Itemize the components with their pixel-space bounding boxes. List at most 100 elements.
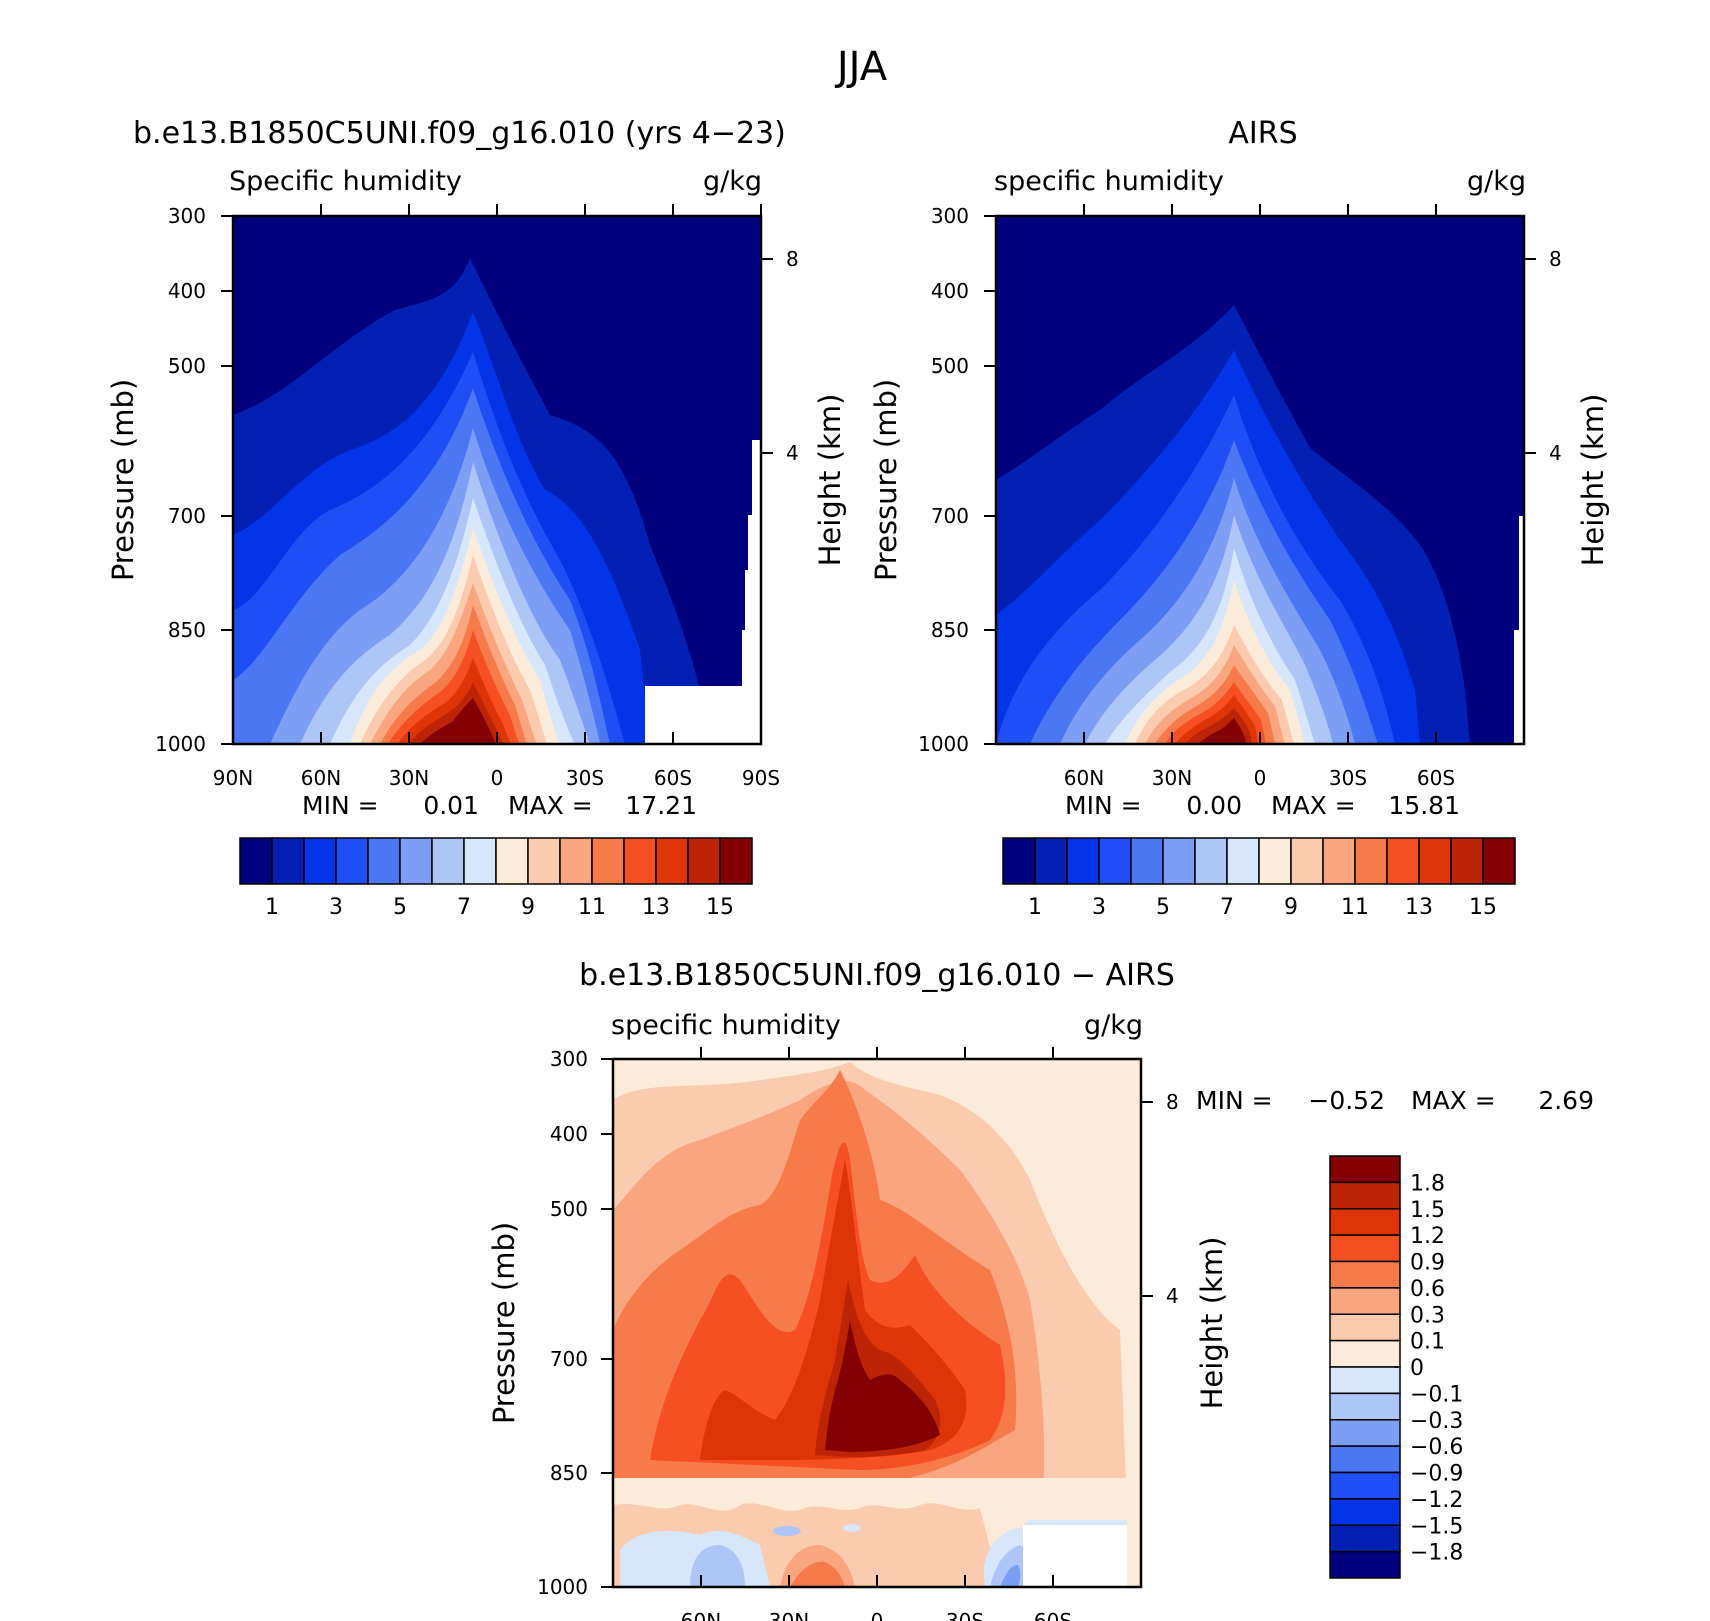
panel-diff-y2label: Height (km): [1195, 1237, 1229, 1410]
panel-model-colorbar-label: 1: [265, 895, 279, 920]
panel-model-min-value: 0.01: [423, 791, 479, 820]
panel-obs-min-value: 0.00: [1186, 791, 1242, 820]
panel-obs-units: g/kg: [1467, 166, 1526, 197]
panel-model-colorbar-box: [271, 837, 305, 885]
panel-diff-ytick-700: 700: [550, 1347, 588, 1371]
panel-model-colorbar-box: [591, 837, 625, 885]
panel-model-xtick-30N: 30N: [389, 766, 429, 790]
panel-obs-max-label: MAX =: [1271, 791, 1356, 820]
panel-obs-y2tick-4: 4: [1549, 441, 1562, 465]
panel-diff-y2tick-8: 8: [1166, 1090, 1179, 1114]
panel-obs-colorbar-label: 13: [1405, 895, 1433, 920]
panel-diff-colorbar-box: [1329, 1208, 1401, 1236]
panel-obs-ytick-500: 500: [931, 354, 969, 378]
panel-obs-colorbar-box: [1258, 837, 1292, 885]
panel-model-colorbar-box: [239, 837, 273, 885]
panel-diff: b.e13.B1850C5UNI.f09_g16.010 − AIRS spec…: [487, 958, 1594, 1621]
panel-diff-colorbar-label: −1.5: [1410, 1514, 1463, 1539]
panel-model-colorbar-box: [623, 837, 657, 885]
panel-obs-colorbar-box: [1418, 837, 1452, 885]
panel-diff-ytick-850: 850: [550, 1461, 588, 1485]
panel-obs: AIRS specific humidity g/kg: [869, 116, 1610, 920]
figure-title: JJA: [834, 44, 888, 90]
panel-diff-xtick-0: 0: [871, 1609, 884, 1621]
panel-model-y2tick-4: 4: [786, 441, 799, 465]
panel-obs-colorbar-label: 1: [1028, 895, 1042, 920]
panel-model-xtick-90N: 90N: [213, 766, 253, 790]
panel-obs-colorbar-box: [1226, 837, 1260, 885]
panel-obs-colorbar-label: 7: [1220, 895, 1234, 920]
panel-model-colorbar-label: 5: [393, 895, 407, 920]
panel-diff-ytick-1000: 1000: [537, 1575, 588, 1599]
panel-diff-colorbar-label: 0.1: [1410, 1330, 1445, 1355]
panel-diff-xtick-60N: 60N: [681, 1609, 721, 1621]
panel-diff-colorbar-box: [1329, 1498, 1401, 1526]
panel-diff-colorbar-box: [1329, 1366, 1401, 1395]
panel-diff-title: b.e13.B1850C5UNI.f09_g16.010 − AIRS: [579, 958, 1175, 993]
panel-model-colorbar-box: [559, 837, 593, 885]
panel-diff-y2tick-4: 4: [1166, 1284, 1179, 1308]
panel-model-ytick-850: 850: [168, 618, 206, 642]
panel-obs-y2tick-8: 8: [1549, 247, 1562, 271]
panel-diff-colorbar-box: [1329, 1260, 1401, 1289]
panel-diff-max-value: 2.69: [1538, 1086, 1594, 1115]
panel-obs-ytick-850: 850: [931, 618, 969, 642]
panel-diff-ytick-400: 400: [550, 1122, 588, 1146]
panel-diff-colorbar-label: −1.8: [1410, 1541, 1463, 1566]
panel-obs-ytick-700: 700: [931, 504, 969, 528]
panel-obs-colorbar-label: 9: [1284, 895, 1298, 920]
panel-model-ytick-1000: 1000: [155, 732, 206, 756]
panel-diff-colorbar-label: 0.3: [1410, 1303, 1445, 1328]
panel-obs-colorbar-box: [1098, 837, 1132, 885]
panel-diff-xtick-30N: 30N: [769, 1609, 809, 1621]
panel-diff-colorbar-label: 1.5: [1410, 1198, 1445, 1223]
panel-model-colorbar-label: 15: [706, 895, 734, 920]
panel-model-ytick-700: 700: [168, 504, 206, 528]
panel-diff-colorbar-box: [1329, 1419, 1401, 1447]
panel-obs-variable: specific humidity: [994, 166, 1224, 197]
panel-obs-colorbar-box: [1130, 837, 1164, 885]
panel-model-colorbar-box: [463, 837, 497, 885]
panel-obs-colorbar-label: 11: [1341, 895, 1369, 920]
panel-obs-colorbar: [1002, 837, 1516, 885]
panel-diff-colorbar-box: [1329, 1445, 1401, 1474]
panel-obs-colorbar-box: [1386, 837, 1420, 885]
panel-diff-colorbar-label: −0.3: [1410, 1409, 1463, 1434]
panel-model-ytick-400: 400: [168, 279, 206, 303]
panel-obs-field: [996, 216, 1524, 744]
panel-obs-colorbar-box: [1066, 837, 1100, 885]
panel-diff-colorbar-box: [1329, 1392, 1401, 1421]
panel-diff-colorbar-label: −0.9: [1410, 1462, 1463, 1487]
panel-model-colorbar-box: [719, 837, 753, 885]
panel-diff-colorbar-label: 1.2: [1410, 1224, 1445, 1249]
panel-obs-title: AIRS: [1228, 116, 1297, 151]
panel-model-colorbar-box: [399, 837, 433, 885]
panel-diff-colorbar-label: 1.8: [1410, 1171, 1445, 1196]
panel-model-max-label: MAX =: [508, 791, 593, 820]
panel-model-colorbar-box: [495, 837, 529, 885]
panel-obs-ytick-300: 300: [931, 204, 969, 228]
panel-diff-max-label: MAX =: [1411, 1086, 1496, 1115]
panel-model-xtick-60N: 60N: [301, 766, 341, 790]
panel-model-ytick-300: 300: [168, 204, 206, 228]
panel-diff-colorbar-label: −1.2: [1410, 1488, 1463, 1513]
panel-diff-colorbar-box: [1329, 1234, 1401, 1263]
panel-obs-xtick-30N: 30N: [1152, 766, 1192, 790]
panel-obs-colorbar-label: 5: [1156, 895, 1170, 920]
panel-diff-colorbar: [1329, 1155, 1401, 1579]
panel-diff-ytick-300: 300: [550, 1047, 588, 1071]
panel-model: b.e13.B1850C5UNI.f09_g16.010 (yrs 4−23) …: [106, 116, 847, 920]
panel-diff-xtick-60S: 60S: [1034, 1609, 1072, 1621]
panel-diff-min-label: MIN =: [1196, 1086, 1273, 1115]
panel-obs-colorbar-box: [1322, 837, 1356, 885]
panel-model-field: [233, 216, 761, 744]
panel-diff-variable: specific humidity: [611, 1010, 841, 1041]
panel-obs-colorbar-box: [1034, 837, 1068, 885]
panel-model-colorbar-box: [527, 837, 561, 885]
panel-model-max-value: 17.21: [625, 791, 697, 820]
panel-diff-colorbar-box: [1329, 1155, 1401, 1184]
panel-model-colorbar-label: 7: [457, 895, 471, 920]
panel-model-xtick-0: 0: [491, 766, 504, 790]
panel-diff-colorbar-label: −0.6: [1410, 1435, 1463, 1460]
